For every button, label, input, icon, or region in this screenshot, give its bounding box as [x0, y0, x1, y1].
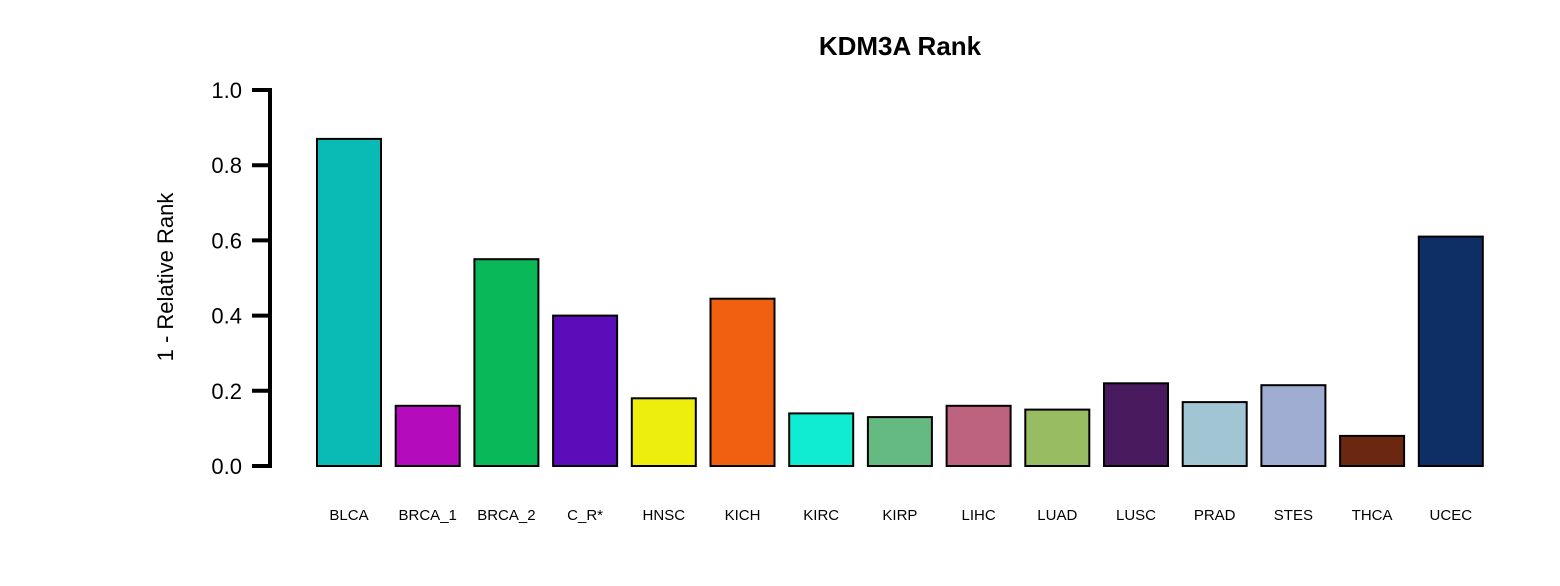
y-tick-label: 0.0: [211, 454, 242, 479]
x-tick-label: PRAD: [1194, 507, 1236, 524]
x-tick-label: KICH: [725, 507, 761, 524]
bar-c-r: [552, 314, 619, 467]
x-tick-label: LUAD: [1037, 507, 1077, 524]
bar-prad: [1181, 401, 1248, 468]
y-axis: 0.0 0.2 0.4 0.6 0.8 1.0: [211, 78, 272, 479]
bar-kirc: [788, 412, 855, 467]
bar-kich: [709, 297, 776, 468]
x-tick-label: LIHC: [962, 507, 996, 524]
bar-brca-2: [473, 258, 540, 468]
x-tick-label: STES: [1274, 507, 1313, 524]
x-tick-label: KIRC: [803, 507, 839, 524]
x-tick-label: THCA: [1352, 507, 1393, 524]
y-tick-label: 0.2: [211, 379, 242, 404]
bar-luad: [1024, 408, 1091, 468]
x-tick-label: KIRP: [882, 507, 917, 524]
bar-blca: [316, 137, 382, 467]
x-tick-label: LUSC: [1116, 507, 1156, 524]
y-tick-label: 0.6: [211, 228, 242, 253]
chart-title: KDM3A Rank: [819, 31, 982, 61]
bars: [316, 137, 1484, 468]
bar-hnsc: [630, 397, 697, 467]
x-tick-label: BRCA_1: [399, 507, 457, 524]
bar-ucec: [1417, 235, 1484, 467]
bar-brca-1: [394, 404, 461, 467]
y-tick-label: 0.4: [211, 304, 242, 329]
x-tick-label: UCEC: [1430, 507, 1473, 524]
bar-lihc: [945, 404, 1012, 467]
y-tick-label: 0.8: [211, 153, 242, 178]
bar-lusc: [1103, 382, 1169, 467]
y-tick-label: 1.0: [211, 78, 242, 103]
x-tick-label: BLCA: [329, 507, 368, 524]
bar-stes: [1260, 384, 1327, 468]
x-tick-label: C_R*: [567, 507, 603, 524]
x-axis-labels: BLCA BRCA_1 BRCA_2 C_R* HNSC KICH KIRC KIRP LIHC…: [329, 507, 1472, 524]
y-axis-label: 1 - Relative Rank: [153, 192, 178, 362]
x-tick-label: HNSC: [643, 507, 686, 524]
x-tick-label: BRCA_2: [477, 507, 535, 524]
bar-thca: [1339, 434, 1406, 467]
bar-kirp: [866, 416, 933, 468]
